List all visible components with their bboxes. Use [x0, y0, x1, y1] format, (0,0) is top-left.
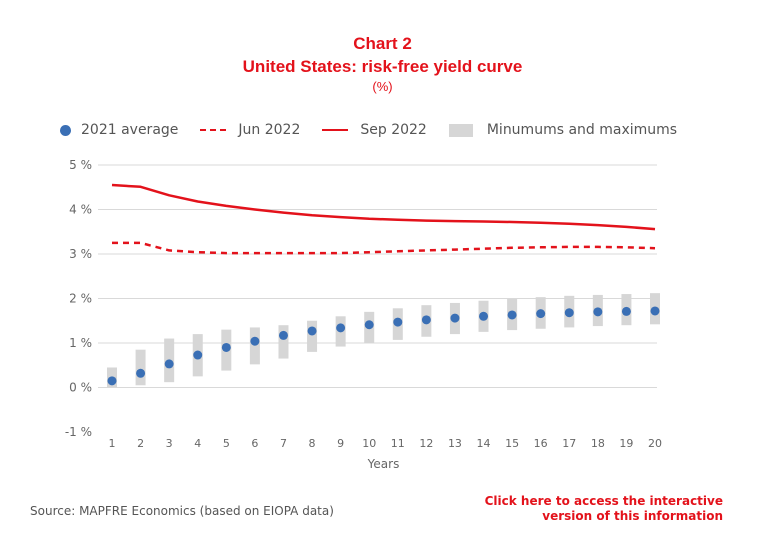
x-tick-label: 8	[309, 437, 316, 450]
legend-item-jun-2022: Jun 2022	[200, 122, 300, 138]
y-tick-label: 0 %	[69, 381, 92, 395]
x-tick-label: 17	[562, 437, 576, 450]
x-tick-label: 20	[648, 437, 662, 450]
data-point-2021-average	[250, 336, 260, 346]
chart-unit: (%)	[372, 79, 393, 94]
legend-label: Sep 2022	[360, 122, 427, 138]
x-tick-label: 3	[166, 437, 173, 450]
legend-label: Jun 2022	[238, 122, 301, 138]
data-point-2021-average	[421, 315, 431, 325]
source-note: Source: MAPFRE Economics (based on EIOPA…	[30, 504, 334, 518]
y-tick-label: 5 %	[69, 158, 92, 172]
legend-range-box	[448, 123, 473, 137]
x-tick-label: 16	[534, 437, 548, 450]
x-tick-label: 5	[223, 437, 230, 450]
y-tick-label: 4 %	[69, 203, 92, 217]
data-point-2021-average	[278, 330, 288, 340]
x-tick-label: 4	[194, 437, 201, 450]
x-tick-label: 12	[419, 437, 433, 450]
y-tick-label: 1 %	[69, 336, 92, 350]
x-axis-label: Years	[367, 457, 400, 471]
data-point-2021-average	[364, 320, 374, 330]
legend-item-2021-average: 2021 average	[60, 122, 178, 138]
data-point-2021-average	[479, 311, 489, 321]
chart-title: Chart 2	[353, 34, 412, 53]
data-point-2021-average	[593, 307, 603, 317]
range-bar	[249, 327, 260, 365]
legend-solid-line	[322, 129, 349, 131]
x-tick-label: 15	[505, 437, 519, 450]
range-bar	[307, 320, 318, 352]
x-tick-label: 1	[109, 437, 116, 450]
data-point-2021-average	[507, 310, 517, 320]
data-point-2021-average	[536, 309, 546, 319]
legend-dot-marker	[60, 124, 71, 136]
data-point-2021-average	[164, 359, 174, 369]
x-tick-label: 11	[391, 437, 405, 450]
y-tick-label: 2 %	[69, 292, 92, 306]
x-tick-label: 6	[251, 437, 258, 450]
data-point-2021-average	[621, 306, 631, 316]
legend-item-sep-2022: Sep 2022	[322, 122, 427, 138]
range-bar	[278, 325, 289, 359]
chart-legend: 2021 average Jun 2022 Sep 2022 Minumums …	[60, 118, 699, 142]
range-bar	[135, 349, 146, 386]
data-point-2021-average	[564, 308, 574, 318]
legend-item-min-max: Minumums and maximums	[448, 122, 678, 138]
legend-label: Minumums and maximums	[486, 122, 678, 138]
series-line-jun-2022	[112, 241, 656, 255]
legend-dashed-line	[200, 129, 227, 131]
link-text-line-1[interactable]: Click here to access the interactive	[484, 494, 723, 508]
y-tick-label: 3 %	[69, 247, 92, 261]
x-tick-label: 19	[619, 437, 633, 450]
data-point-2021-average	[136, 368, 146, 378]
x-tick-label: 13	[448, 437, 462, 450]
x-tick-label: 18	[591, 437, 605, 450]
x-tick-label: 7	[280, 437, 287, 450]
x-tick-label: 9	[337, 437, 344, 450]
data-point-2021-average	[650, 306, 660, 316]
series-line-sep-2022	[111, 183, 656, 231]
data-point-2021-average	[107, 376, 117, 386]
legend-label: 2021 average	[81, 122, 179, 138]
yield-curve-chart: -1 %0 %1 %2 %3 %4 %5 %1 2 3 4 5 6 7 8 9 10 11 12 13 1…	[65, 158, 662, 471]
data-point-2021-average	[393, 317, 403, 327]
data-point-2021-average	[336, 323, 346, 333]
x-tick-label: 2	[137, 437, 144, 450]
x-tick-label: 14	[477, 437, 491, 450]
data-point-2021-average	[307, 326, 317, 336]
interactive-version-link[interactable]: Click here to access the interactive ver…	[485, 494, 723, 524]
data-point-2021-average	[450, 313, 460, 323]
data-point-2021-average	[221, 342, 231, 352]
x-tick-label: 10	[362, 437, 376, 450]
y-tick-label: -1 %	[65, 425, 92, 439]
chart-subtitle: United States: risk-free yield curve	[242, 57, 523, 76]
data-point-2021-average	[193, 350, 203, 360]
link-text-line-2[interactable]: version of this information	[542, 509, 723, 523]
